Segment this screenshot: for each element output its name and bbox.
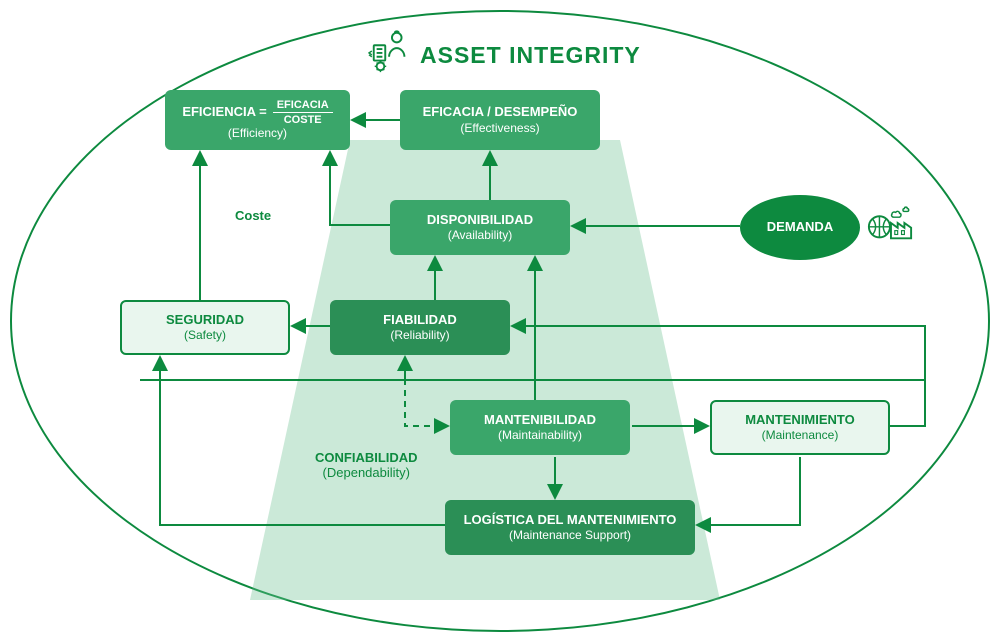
node-fiabilidad: FIABILIDAD (Reliability) <box>330 300 510 355</box>
node-seguridad: SEGURIDAD (Safety) <box>120 300 290 355</box>
eficiencia-frac-bottom: COSTE <box>273 113 333 126</box>
node-eficacia: EFICACIA / DESEMPEÑO (Effectiveness) <box>400 90 600 150</box>
node-demanda: DEMANDA <box>740 195 860 260</box>
arrow-disponibilidad-to-eficiencia <box>330 152 390 225</box>
coste-label: Coste <box>235 208 271 223</box>
node-mantenimiento: MANTENIMIENTO (Maintenance) <box>710 400 890 455</box>
confiabilidad-label: CONFIABILIDAD (Dependability) <box>315 450 418 480</box>
arrow-fiabilidad-to-mantenibilidad-dashed <box>405 357 448 426</box>
main-title: ASSET INTEGRITY <box>420 42 641 69</box>
eficiencia-lhs: EFICIENCIA = <box>182 104 266 120</box>
arrow-mantenimiento-to-logistica <box>697 457 800 525</box>
eficiencia-frac-top: EFICACIA <box>273 99 333 113</box>
eficiencia-sub: (Efficiency) <box>228 126 287 141</box>
arrow-logistica-to-seguridad <box>160 357 445 525</box>
node-mantenibilidad: MANTENIBILIDAD (Maintainability) <box>450 400 630 455</box>
node-logistica: LOGÍSTICA DEL MANTENIMIENTO (Maintenance… <box>445 500 695 555</box>
engineer-icon <box>368 28 414 79</box>
node-eficiencia: EFICIENCIA = EFICACIA COSTE (Efficiency) <box>165 90 350 150</box>
node-disponibilidad: DISPONIBILIDAD (Availability) <box>390 200 570 255</box>
factory-globe-icon <box>866 198 914 251</box>
